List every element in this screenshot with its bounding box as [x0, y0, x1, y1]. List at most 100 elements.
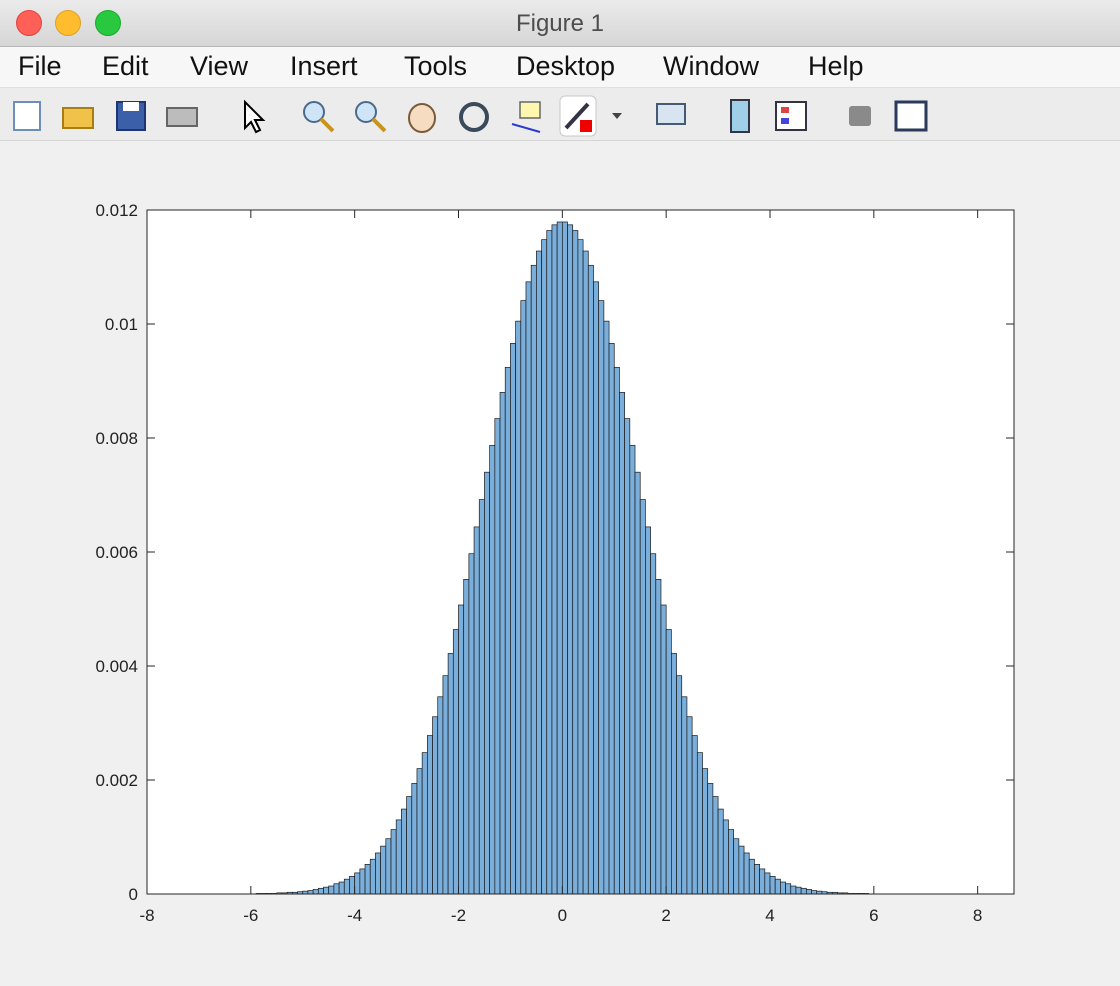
bar — [364, 864, 371, 895]
bar — [696, 752, 703, 895]
y-tick-label: 0 — [129, 885, 138, 904]
bar — [530, 264, 537, 895]
menu-item[interactable]: Desktop — [516, 51, 616, 81]
brush-menu[interactable] — [612, 113, 622, 119]
bar — [650, 553, 657, 895]
bar — [546, 230, 553, 895]
x-tick-label: 2 — [661, 906, 670, 925]
y-tick-label: 0.006 — [95, 543, 138, 562]
new-figure[interactable] — [13, 101, 41, 131]
print[interactable] — [166, 107, 198, 127]
bar — [338, 881, 345, 895]
bar — [504, 366, 511, 895]
bar — [478, 499, 485, 895]
bar — [774, 878, 781, 895]
bar — [629, 445, 636, 895]
y-tick-label: 0.004 — [95, 657, 138, 676]
chart: 0 0.002 0.004 0.006 0.008 0.01 0.012 -8 -6 -4 -2 0 2… — [95, 201, 1015, 925]
bar — [686, 716, 693, 895]
menu-item[interactable]: Help — [808, 51, 864, 81]
show-tools[interactable] — [894, 100, 928, 132]
bar — [473, 526, 480, 895]
bar — [520, 300, 527, 895]
x-tick-label: -8 — [139, 906, 154, 925]
bar — [385, 838, 392, 895]
bar — [416, 768, 423, 895]
link-plot[interactable] — [656, 103, 686, 125]
legend[interactable] — [775, 101, 807, 131]
bar — [452, 629, 459, 895]
bar — [390, 829, 397, 895]
x-tick-label: 8 — [973, 906, 982, 925]
bar — [447, 653, 454, 895]
bar — [712, 796, 719, 895]
bar — [489, 445, 496, 895]
bar — [671, 653, 677, 895]
menu-item[interactable]: Window — [663, 51, 760, 81]
bar — [401, 808, 407, 895]
bar — [317, 887, 324, 895]
bar — [556, 221, 563, 895]
minimize-button[interactable] — [55, 10, 81, 36]
bar — [702, 768, 709, 895]
hide-tools[interactable] — [849, 106, 871, 126]
bar — [764, 872, 771, 895]
zoom-in[interactable] — [303, 101, 335, 133]
select[interactable] — [244, 99, 266, 134]
bar — [722, 819, 729, 895]
bar — [717, 808, 724, 895]
bar — [432, 716, 439, 895]
bar — [582, 250, 589, 895]
bar — [728, 829, 735, 895]
rotate[interactable] — [459, 102, 489, 132]
data-cursor[interactable] — [511, 101, 541, 133]
bar — [790, 885, 797, 895]
bar — [525, 281, 532, 895]
x-tick-label: 4 — [765, 906, 774, 925]
save[interactable] — [116, 101, 146, 131]
toolbar-icons — [13, 95, 928, 137]
bar — [359, 868, 366, 895]
bar — [323, 886, 330, 895]
bar — [411, 783, 418, 895]
open-file[interactable] — [62, 107, 94, 129]
bar — [343, 878, 350, 895]
toolbar — [0, 88, 1120, 141]
menu-item[interactable]: Edit — [102, 51, 149, 81]
y-tick-label: 0.012 — [95, 201, 138, 220]
x-tick-label: 0 — [558, 906, 567, 925]
colorbar[interactable] — [730, 99, 750, 133]
zoom-out[interactable] — [355, 101, 387, 133]
bar — [665, 629, 672, 895]
x-tick-label: -6 — [243, 906, 258, 925]
bar — [624, 418, 631, 895]
menu-item[interactable]: Tools — [404, 51, 468, 81]
bar — [567, 224, 574, 895]
bar — [426, 735, 433, 895]
bar — [551, 224, 558, 895]
bar — [463, 579, 470, 895]
bar — [468, 553, 475, 895]
bar — [608, 343, 615, 895]
bar — [561, 221, 568, 895]
bar — [312, 889, 319, 895]
bar — [738, 845, 745, 895]
bar — [805, 889, 812, 895]
bar — [780, 881, 786, 895]
brush[interactable] — [559, 95, 597, 137]
menu-item[interactable]: File — [18, 51, 62, 81]
bar — [676, 675, 683, 895]
pan[interactable] — [408, 103, 436, 133]
zoom-button[interactable] — [95, 10, 121, 36]
bar — [333, 883, 340, 895]
menu-item[interactable]: View — [190, 51, 249, 81]
close-button[interactable] — [16, 10, 42, 36]
bar — [613, 366, 620, 895]
y-tick-label: 0.008 — [95, 429, 138, 448]
menu-item[interactable]: Insert — [290, 51, 358, 81]
bar — [769, 875, 776, 895]
x-tick-label: 6 — [869, 906, 878, 925]
bar — [354, 872, 361, 895]
bar — [437, 696, 444, 895]
